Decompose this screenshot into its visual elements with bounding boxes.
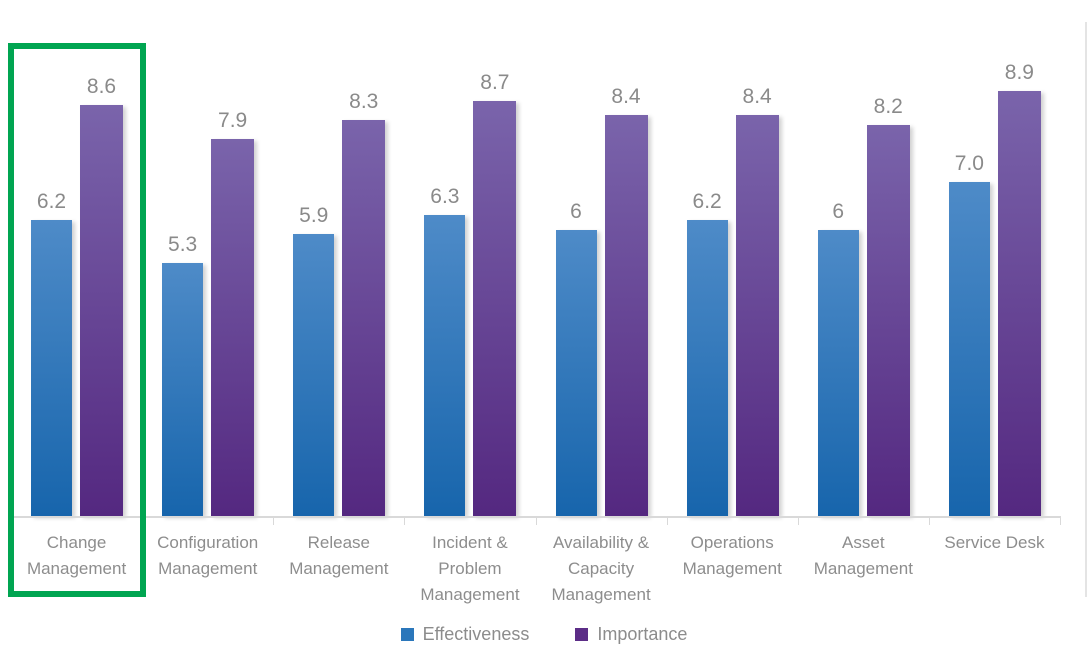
axis-tick — [404, 517, 406, 525]
category-label-line: Release — [307, 533, 370, 552]
bar-value-label: 6 — [832, 199, 845, 223]
category-label-service-desk: Service Desk — [917, 530, 1072, 556]
legend-item-effectiveness: Effectiveness — [400, 624, 530, 645]
chart-legend: Effectiveness Importance — [0, 624, 1088, 645]
category-label-release-management: Release Management — [261, 530, 416, 582]
category-label-change-management: Change Management — [0, 530, 154, 582]
bar-value-label: 8.6 — [86, 75, 117, 99]
category-label-line: Service Desk — [944, 533, 1045, 552]
category-label-line: Incident & — [432, 533, 508, 552]
category-label-line: Change — [46, 533, 107, 552]
bar-value-label: 8.3 — [349, 89, 379, 113]
importance-bar-change-management — [80, 105, 123, 517]
bar-value-label: 6.3 — [430, 185, 460, 209]
category-label-line: Management — [158, 559, 258, 578]
category-label-operations-management: Operations Management — [655, 530, 810, 582]
legend-label-importance: Importance — [597, 624, 688, 644]
category-label-line: Management — [289, 559, 389, 578]
category-label-line: Availability & — [553, 533, 650, 552]
effectiveness-bar-asset-management — [817, 229, 859, 517]
category-label-line: Management — [682, 559, 782, 578]
legend-label-effectiveness: Effectiveness — [422, 624, 530, 644]
bar-value-label: 6 — [570, 199, 582, 223]
effectiveness-bar-operations-management — [686, 220, 728, 517]
bar-value-label: 8.9 — [1004, 61, 1034, 85]
importance-bar-release-management — [342, 119, 386, 517]
category-label-line: Management — [813, 559, 913, 578]
bar-value-label: 8.2 — [873, 94, 903, 118]
category-label-availability-capacity-management: Availability & Capacity Management — [524, 530, 679, 608]
category-label-line: Management — [26, 559, 127, 578]
bar-value-label: 8.7 — [480, 70, 510, 94]
highlight-box-change-management — [8, 43, 146, 597]
axis-tick — [928, 517, 930, 525]
category-label-line: Capacity — [567, 559, 635, 578]
axis-tick — [535, 517, 537, 525]
legend-item-importance: Importance — [575, 624, 687, 645]
effectiveness-bar-release-management — [293, 234, 335, 517]
axis-tick — [1060, 517, 1061, 525]
bar-value-label: 6.2 — [692, 190, 722, 214]
importance-bar-availability-capacity-management — [604, 114, 648, 517]
effectiveness-bar-incident-problem-management — [424, 215, 466, 517]
effectiveness-bar-configuration-management — [162, 263, 204, 517]
importance-bar-asset-management — [866, 124, 910, 517]
importance-legend-swatch-icon — [575, 628, 589, 641]
bar-value-label: 7.9 — [218, 108, 248, 132]
category-label-configuration-management: Configuration Management — [130, 530, 285, 582]
importance-bar-configuration-management — [211, 138, 255, 517]
importance-bar-incident-problem-management — [473, 100, 517, 517]
bar-value-label: 7.0 — [954, 151, 984, 175]
axis-tick — [666, 517, 668, 525]
axis-tick — [273, 517, 275, 525]
effectiveness-legend-swatch-icon — [400, 628, 414, 641]
bar-value-label: 8.4 — [742, 84, 772, 108]
importance-bar-operations-management — [735, 114, 779, 517]
axis-tick — [797, 517, 799, 525]
category-label-asset-management: Asset Management — [786, 530, 941, 582]
plot-right-border — [1085, 22, 1087, 597]
effectiveness-bar-service-desk — [948, 181, 990, 517]
category-label-line: Configuration — [157, 533, 259, 552]
category-label-incident-problem-management: Incident & Problem Management — [392, 530, 547, 608]
x-axis-line — [8, 515, 1061, 518]
bar-value-label: 6.2 — [36, 190, 67, 214]
category-label-line: Problem — [438, 559, 502, 578]
bar-value-label: 5.9 — [299, 204, 329, 228]
effectiveness-bar-availability-capacity-management — [555, 229, 597, 517]
bar-value-label: 5.3 — [168, 233, 198, 257]
effectiveness-bar-change-management — [31, 220, 72, 517]
category-label-line: Management — [551, 585, 651, 604]
importance-bar-service-desk — [997, 91, 1041, 517]
category-label-line: Asset — [842, 533, 885, 552]
category-label-line: Management — [420, 585, 520, 604]
category-label-line: Operations — [690, 533, 774, 552]
bar-value-label: 8.4 — [611, 84, 641, 108]
